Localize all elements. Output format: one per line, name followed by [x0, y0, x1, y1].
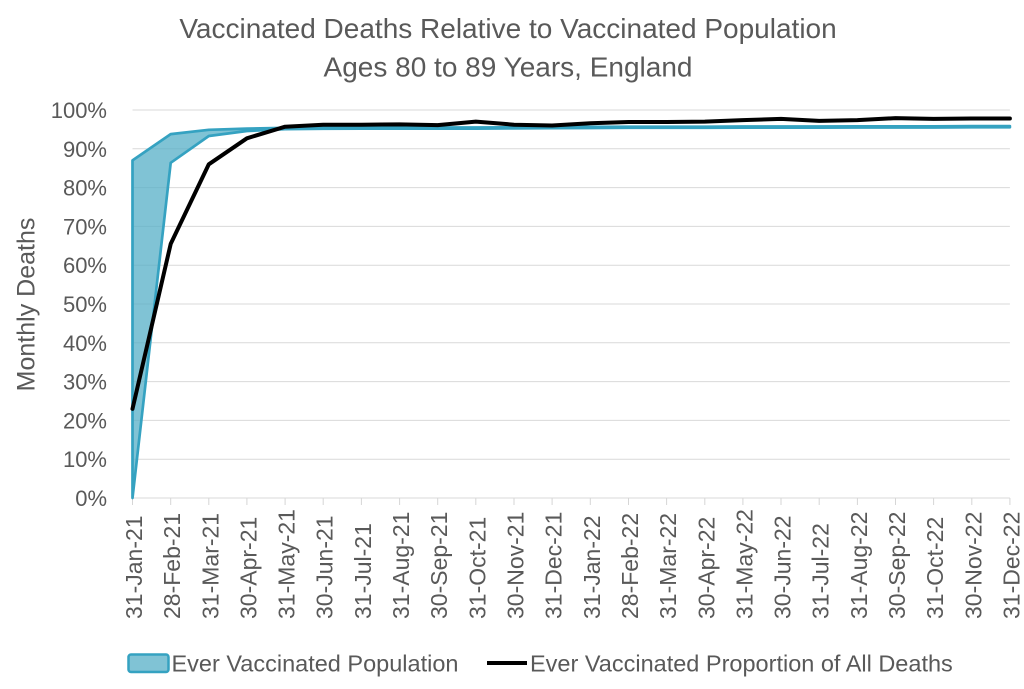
- svg-text:0%: 0%: [75, 486, 107, 511]
- svg-text:30-Nov-21: 30-Nov-21: [503, 512, 529, 619]
- svg-text:31-Dec-22: 31-Dec-22: [998, 512, 1024, 619]
- svg-text:31-Jan-22: 31-Jan-22: [579, 515, 605, 619]
- svg-text:31-Oct-21: 31-Oct-21: [464, 517, 490, 619]
- svg-text:100%: 100%: [51, 98, 107, 123]
- svg-text:30-Jun-22: 30-Jun-22: [770, 515, 796, 619]
- svg-text:Ages 80 to 89 Years, England: Ages 80 to 89 Years, England: [324, 52, 693, 83]
- svg-text:31-Mar-22: 31-Mar-22: [655, 513, 681, 619]
- svg-text:30-Apr-22: 30-Apr-22: [693, 517, 719, 619]
- svg-text:31-Oct-22: 31-Oct-22: [922, 517, 948, 619]
- svg-text:28-Feb-21: 28-Feb-21: [159, 513, 185, 619]
- svg-text:60%: 60%: [63, 253, 107, 278]
- svg-text:80%: 80%: [63, 176, 107, 201]
- svg-text:30-Sep-22: 30-Sep-22: [884, 512, 910, 619]
- svg-text:10%: 10%: [63, 447, 107, 472]
- svg-text:Vaccinated Deaths Relative to: Vaccinated Deaths Relative to Vaccinated…: [179, 13, 836, 44]
- svg-text:70%: 70%: [63, 214, 107, 239]
- svg-text:Ever Vaccinated Proportion of: Ever Vaccinated Proportion of All Deaths: [530, 651, 953, 677]
- svg-text:Ever Vaccinated Population: Ever Vaccinated Population: [172, 651, 459, 677]
- svg-text:31-Mar-21: 31-Mar-21: [197, 513, 223, 619]
- svg-text:31-Aug-21: 31-Aug-21: [388, 512, 414, 619]
- svg-text:40%: 40%: [63, 331, 107, 356]
- svg-text:30-Nov-22: 30-Nov-22: [960, 512, 986, 619]
- svg-text:30-Jun-21: 30-Jun-21: [312, 515, 338, 619]
- svg-text:31-Dec-21: 31-Dec-21: [541, 512, 567, 619]
- svg-text:Monthly Deaths: Monthly Deaths: [13, 218, 41, 392]
- svg-text:90%: 90%: [63, 137, 107, 162]
- svg-text:31-Aug-22: 31-Aug-22: [846, 512, 872, 619]
- svg-text:50%: 50%: [63, 292, 107, 317]
- svg-text:30-Sep-21: 30-Sep-21: [426, 512, 452, 619]
- svg-text:31-May-22: 31-May-22: [731, 509, 757, 619]
- svg-text:31-Jul-21: 31-Jul-21: [350, 523, 376, 619]
- svg-text:30-Apr-21: 30-Apr-21: [235, 517, 261, 619]
- svg-text:28-Feb-22: 28-Feb-22: [617, 513, 643, 619]
- svg-text:31-May-21: 31-May-21: [274, 509, 300, 619]
- svg-text:30%: 30%: [63, 370, 107, 395]
- svg-text:31-Jul-22: 31-Jul-22: [808, 523, 834, 619]
- svg-text:20%: 20%: [63, 408, 107, 433]
- svg-text:31-Jan-21: 31-Jan-21: [121, 515, 147, 619]
